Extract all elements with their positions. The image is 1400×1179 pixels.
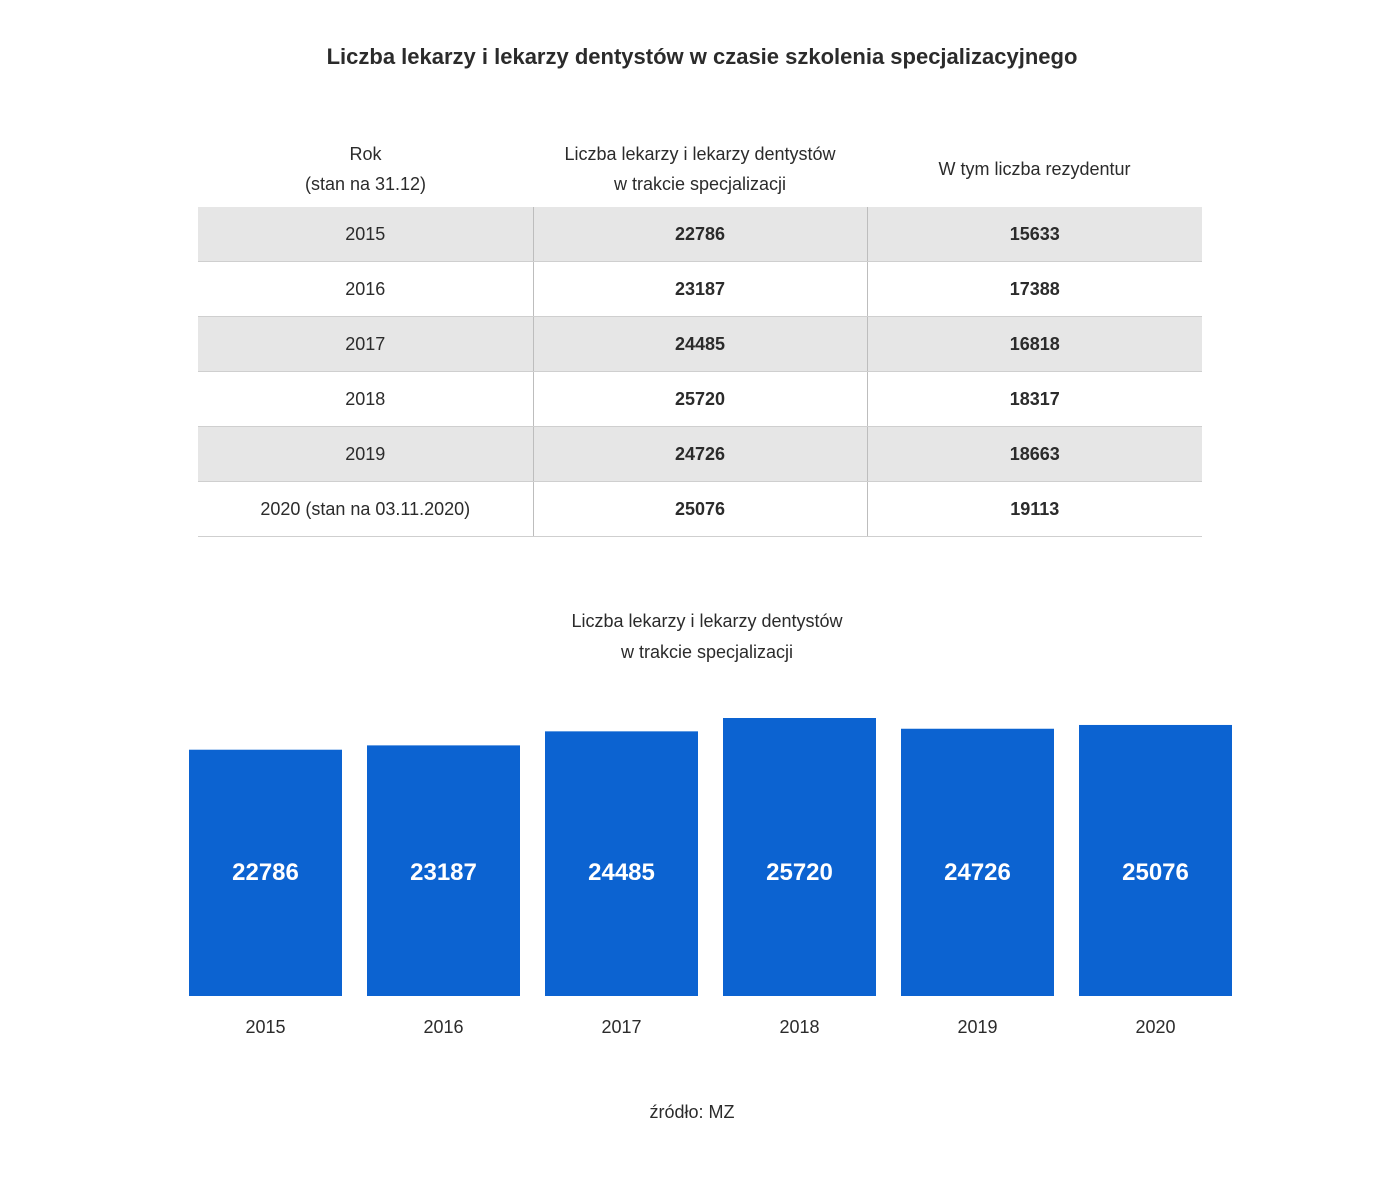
- bar-value-label: 25076: [1122, 859, 1189, 886]
- bar-value-label: 23187: [410, 859, 477, 886]
- cell-residencies: 17388: [866, 261, 1202, 317]
- data-table: Rok (stan na 31.12) Liczba lekarzy i lek…: [198, 130, 1202, 537]
- header-doctors: Liczba lekarzy i lekarzy dentystów w tra…: [564, 143, 836, 194]
- bar-2018: [723, 718, 876, 996]
- bar-value-label: 24485: [588, 859, 655, 886]
- cell-residencies: 18317: [866, 371, 1202, 427]
- cell-year: 2018: [198, 371, 533, 427]
- cell-doctors: 24485: [532, 316, 867, 372]
- header-year: Rok (stan na 31.12): [304, 143, 427, 194]
- cell-doctors: 25076: [532, 481, 867, 537]
- cell-residencies: 19113: [866, 481, 1202, 537]
- table-row: 2020 (stan na 03.11.2020) 25076 19113: [198, 481, 1202, 537]
- bar-value-label: 22786: [232, 859, 299, 886]
- x-tick-label: 2018: [779, 1017, 819, 1037]
- table-row: 2019 24726 18663: [198, 426, 1202, 482]
- cell-residencies: 16818: [866, 316, 1202, 372]
- table-header-row: Rok (stan na 31.12) Liczba lekarzy i lek…: [198, 130, 1202, 207]
- cell-year: 2020 (stan na 03.11.2020): [198, 481, 533, 537]
- cell-doctors: 23187: [532, 261, 867, 317]
- bar-2016: [367, 745, 520, 996]
- bar-value-label: 24726: [944, 859, 1011, 886]
- cell-residencies: 15633: [866, 207, 1202, 262]
- cell-doctors: 24726: [532, 426, 867, 482]
- cell-residencies: 18663: [866, 426, 1202, 482]
- cell-year: 2016: [198, 261, 533, 317]
- chart-title-line: w trakcie specjalizacji: [620, 642, 794, 662]
- x-tick-label: 2015: [245, 1017, 285, 1037]
- cell-year: 2017: [198, 316, 533, 372]
- x-tick-label: 2016: [423, 1017, 463, 1037]
- bar-2017: [545, 731, 698, 996]
- x-tick-label: 2020: [1135, 1017, 1175, 1037]
- bar-2020: [1079, 724, 1232, 996]
- cell-doctors: 22786: [532, 207, 867, 262]
- x-tick-label: 2017: [601, 1017, 641, 1037]
- cell-year: 2015: [198, 207, 533, 262]
- page-title: Liczba lekarzy i lekarzy dentystów w cza…: [326, 44, 1078, 69]
- header-residencies: W tym liczba rezydentur: [938, 158, 1131, 179]
- cell-year: 2019: [198, 426, 533, 482]
- table-row: 2017 24485 16818: [198, 316, 1202, 372]
- bar-2015: [189, 749, 342, 996]
- table-row: 2015 22786 15633: [198, 207, 1202, 262]
- cell-doctors: 25720: [532, 371, 867, 427]
- bar-value-label: 25720: [766, 859, 833, 886]
- x-tick-label: 2019: [957, 1017, 997, 1037]
- bar-2019: [901, 728, 1054, 996]
- chart-title: Liczba lekarzy i lekarzy dentystów w tra…: [0, 606, 1400, 668]
- table-row: 2016 23187 17388: [198, 261, 1202, 317]
- table-row: 2018 25720 18317: [198, 371, 1202, 427]
- source-note: źródło: MZ: [649, 1102, 735, 1122]
- chart-title-line: Liczba lekarzy i lekarzy dentystów: [571, 611, 843, 631]
